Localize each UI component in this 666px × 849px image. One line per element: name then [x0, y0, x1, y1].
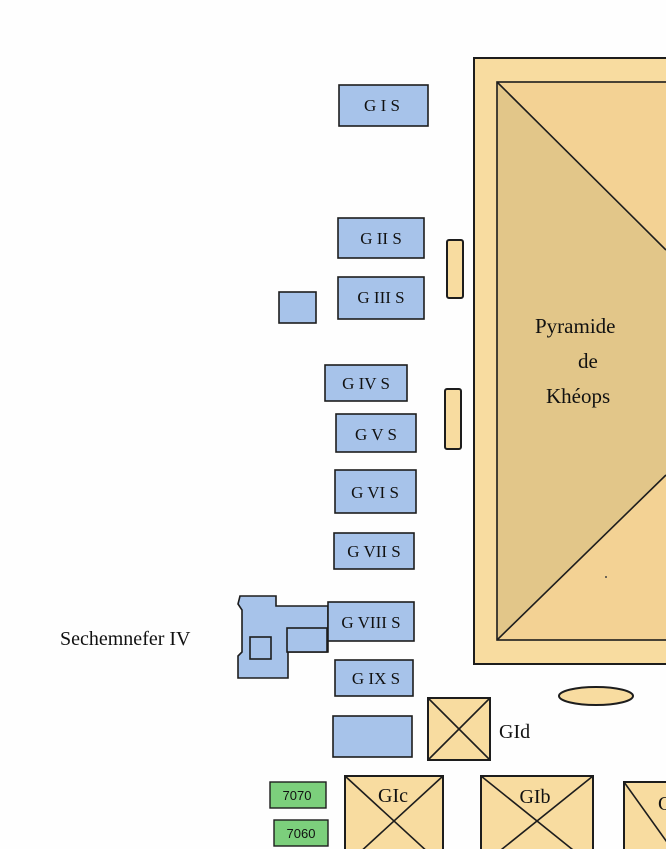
mastaba-gvs — [335, 413, 417, 453]
mastaba-gvis — [334, 469, 417, 514]
map-dot — [605, 576, 607, 578]
pyramid-label-line1: Pyramide — [535, 314, 615, 338]
mastaba-label: G II S — [360, 229, 402, 248]
queen-pyramid-square — [480, 775, 594, 849]
mastaba-gixs — [334, 659, 414, 697]
pyramid-label-line2: de — [578, 349, 598, 373]
pyramid-base-face — [497, 82, 666, 640]
numbered-tombs: 7070 7060 — [269, 781, 329, 847]
pyramid-edge-se — [496, 474, 666, 641]
queen-pyramid-gia: G — [623, 781, 666, 849]
pyramid-diagonal — [623, 781, 666, 843]
queen-pyramid-gid: GId — [427, 697, 530, 761]
mastaba-gviis — [333, 532, 415, 570]
queen-pyramid-label: GId — [499, 721, 530, 743]
pyramid-diagonal — [427, 697, 491, 761]
pyramid-diagonal — [500, 775, 594, 849]
mastaba-unlabeled — [332, 715, 413, 758]
queen-pyramid-gib: GIb — [480, 775, 594, 849]
tomb-number-label: 7070 — [283, 788, 312, 803]
pyramid-label-line3: Khéops — [546, 384, 610, 408]
queen-pyramid-gic: GIc — [344, 775, 444, 849]
mastaba-label: G I S — [364, 96, 400, 115]
tomb-label: Sechemnefer IV — [60, 628, 191, 650]
mastaba-label: G IX S — [352, 669, 400, 688]
queen-pyramid-square — [344, 775, 444, 849]
pyramid-diagonal — [362, 775, 444, 849]
mastaba-label: G VIII S — [341, 613, 400, 632]
queen-pyramid-label: G — [658, 793, 666, 815]
tomb-7070 — [269, 781, 327, 809]
queen-pyramid-label: GIc — [378, 785, 408, 807]
tomb-annex — [286, 627, 328, 653]
pyramid-khufu: Pyramide de Khéops — [473, 57, 666, 665]
mastaba-row: G I S G II S G III S G IV S G V S G VI S… — [60, 84, 429, 758]
boat-pit — [446, 239, 464, 299]
mastaba-label: G III S — [357, 288, 404, 307]
mastaba-small — [278, 291, 317, 324]
mastaba-label: G VI S — [351, 483, 399, 502]
tomb-chamber — [249, 636, 272, 660]
pyramid-base-outline — [496, 81, 666, 641]
mastaba-giis — [337, 217, 425, 259]
mastaba-label: G VII S — [347, 542, 401, 561]
boat-pit — [558, 686, 634, 706]
pyramid-edge-ne — [496, 81, 666, 251]
mastaba-gis — [338, 84, 429, 127]
queen-pyramid-label: GIb — [519, 786, 550, 808]
boat-pit — [444, 388, 462, 450]
tomb-7060 — [273, 819, 329, 847]
tomb-number-label: 7060 — [287, 826, 316, 841]
mastaba-givs — [324, 364, 408, 402]
mastaba-gviiis — [327, 601, 415, 642]
mastaba-giiis — [337, 276, 425, 320]
mastaba-label: G IV S — [342, 374, 390, 393]
mastaba-label: G V S — [355, 425, 397, 444]
